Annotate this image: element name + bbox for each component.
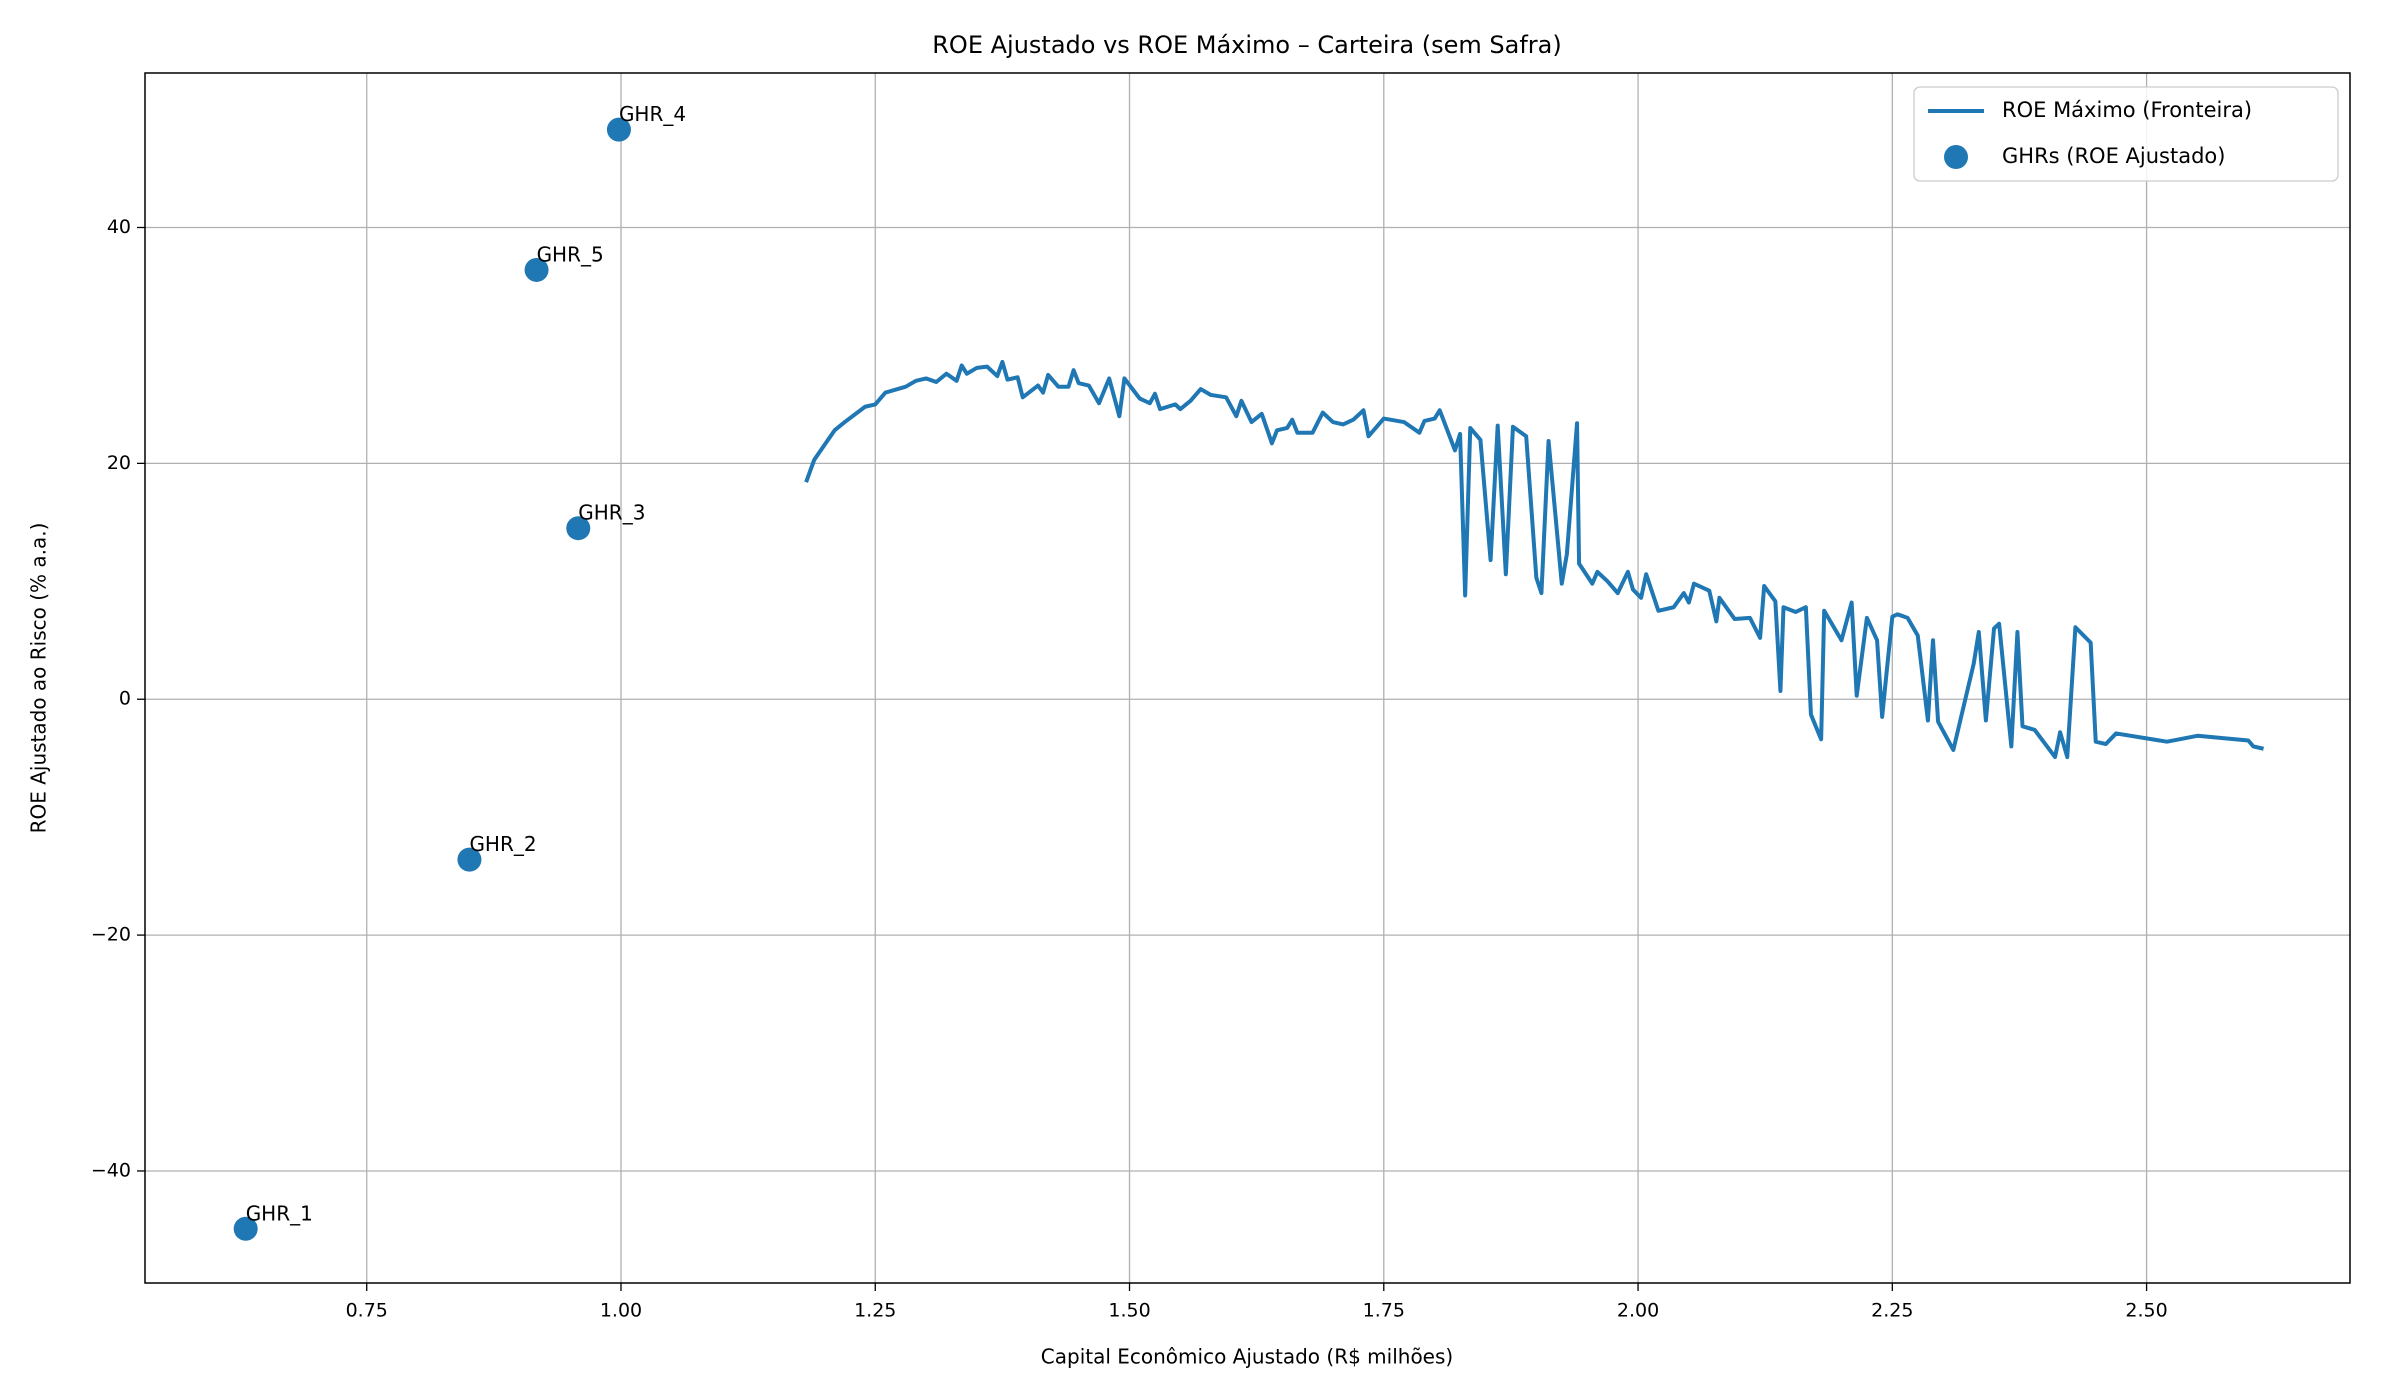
x-tick-label: 0.75	[346, 1300, 388, 1322]
x-tick-label: 2.25	[1871, 1300, 1913, 1322]
point-label: GHR_5	[537, 242, 604, 266]
y-tick-label: 40	[107, 216, 131, 238]
legend-label: ROE Máximo (Fronteira)	[2002, 98, 2252, 122]
y-tick-label: −20	[91, 924, 131, 946]
point-label: GHR_1	[246, 1201, 313, 1225]
frontier-line	[804, 359, 2265, 760]
ghr-point	[524, 257, 549, 282]
point-label: GHR_4	[619, 102, 686, 126]
point-label: GHR_3	[578, 501, 645, 525]
x-tick-label: 1.25	[854, 1300, 896, 1322]
ghr-point	[566, 516, 591, 541]
ghr-point	[457, 847, 482, 872]
x-tick-label: 1.50	[1108, 1300, 1150, 1322]
y-tick-label: −40	[91, 1159, 131, 1181]
x-axis-label: Capital Econômico Ajustado (R$ milhões)	[1041, 1345, 1453, 1369]
legend-marker	[1944, 145, 1968, 169]
x-tick-label: 2.00	[1617, 1300, 1659, 1322]
point-label: GHR_2	[469, 832, 536, 856]
plot-frame	[144, 72, 2351, 1284]
legend: ROE Máximo (Fronteira) GHRs (ROE Ajustado…	[1913, 86, 2339, 182]
x-tick-label: 1.75	[1363, 1300, 1405, 1322]
legend-box	[1913, 86, 2339, 182]
legend-label: GHRs (ROE Ajustado)	[2002, 144, 2225, 168]
y-tick-label: 0	[119, 688, 131, 710]
y-axis-label: ROE Ajustado ao Risco (% a.a.)	[27, 523, 51, 834]
chart-title: ROE Ajustado vs ROE Máximo – Carteira (s…	[932, 31, 1561, 59]
ghr-point	[606, 117, 631, 142]
x-tick-label: 2.50	[2125, 1300, 2167, 1322]
y-tick-label: 20	[107, 452, 131, 474]
x-tick-label: 1.00	[600, 1300, 642, 1322]
ghr-point	[233, 1216, 258, 1241]
